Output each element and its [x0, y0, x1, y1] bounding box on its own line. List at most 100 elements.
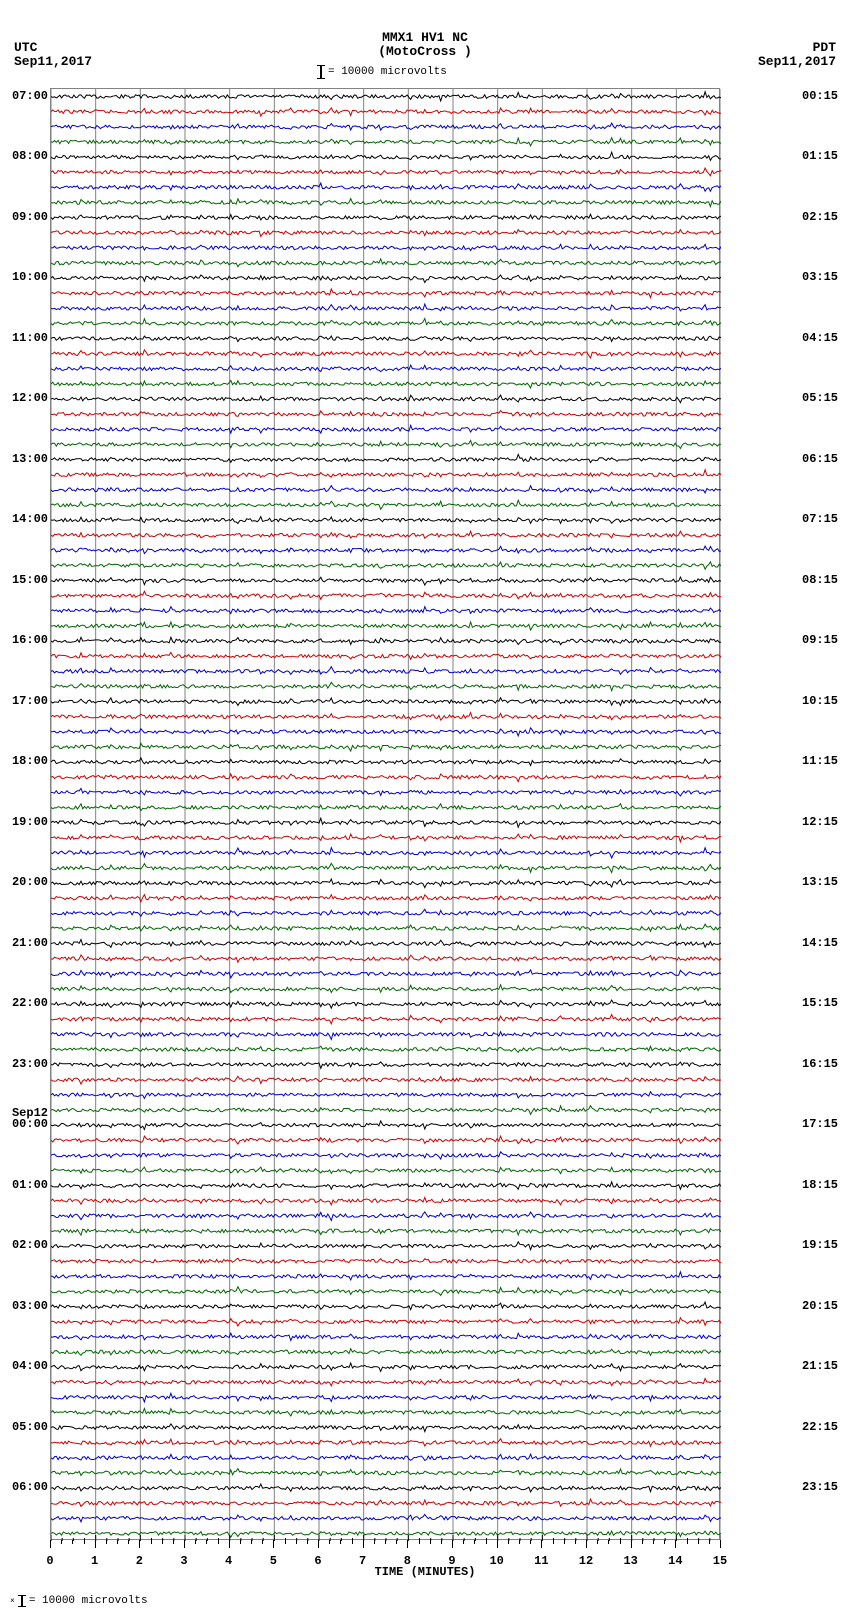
- trace-row: [51, 1531, 721, 1537]
- helicorder-svg: [51, 89, 721, 1541]
- utc-time-label: 18:00: [12, 754, 48, 768]
- trace-row: [51, 1242, 721, 1250]
- pdt-time-label: 03:15: [802, 270, 838, 284]
- trace-row: [51, 863, 721, 872]
- trace-row: [51, 1393, 721, 1402]
- trace-row: [51, 895, 721, 902]
- trace-row: [51, 1408, 721, 1415]
- trace-row: [51, 470, 721, 478]
- trace-row: [51, 728, 721, 736]
- trace-row: [51, 1212, 721, 1221]
- trace-row: [51, 939, 721, 947]
- x-tick: [117, 1540, 118, 1544]
- trace-row: [51, 1258, 721, 1264]
- x-tick: [128, 1540, 129, 1544]
- trace-row: [51, 1182, 721, 1189]
- x-tick: [352, 1540, 353, 1544]
- x-tick: [597, 1540, 598, 1544]
- x-tick: [508, 1540, 509, 1544]
- trace-row: [51, 1062, 721, 1068]
- pdt-time-label: 16:15: [802, 1057, 838, 1071]
- utc-time-label: 02:00: [12, 1238, 48, 1252]
- pdt-time-label: 00:15: [802, 89, 838, 103]
- trace-row: [51, 698, 721, 706]
- footer-scale-text: = 10000 microvolts: [29, 1595, 148, 1607]
- pdt-time-label: 04:15: [802, 331, 838, 345]
- pdt-time-label: 08:15: [802, 573, 838, 587]
- trace-row: [51, 1167, 721, 1174]
- trace-row: [51, 1152, 721, 1159]
- pdt-time-label: 12:15: [802, 815, 838, 829]
- station-subtitle: (MotoCross ): [0, 44, 850, 59]
- x-tick: [50, 1540, 51, 1548]
- utc-time-label: 05:00: [12, 1420, 48, 1434]
- x-tick: [419, 1540, 420, 1544]
- x-tick: [709, 1540, 710, 1544]
- trace-row: [51, 517, 721, 524]
- trace-row: [51, 667, 721, 675]
- trace-row: [51, 380, 721, 388]
- utc-time-label: 12:00: [12, 391, 48, 405]
- trace-row: [51, 1454, 721, 1460]
- pdt-time-label: 10:15: [802, 694, 838, 708]
- station-title: MMX1 HV1 NC: [0, 30, 850, 45]
- utc-time-label: 23:00: [12, 1057, 48, 1071]
- x-tick: [541, 1540, 542, 1548]
- trace-row: [51, 1499, 721, 1506]
- x-tick: [240, 1540, 241, 1544]
- trace-row: [51, 848, 721, 858]
- trace-row: [51, 758, 721, 766]
- trace-row: [51, 1272, 721, 1280]
- utc-time-label: 15:00: [12, 573, 48, 587]
- trace-row: [51, 879, 721, 888]
- x-tick: [519, 1540, 520, 1544]
- utc-time-label: 17:00: [12, 694, 48, 708]
- trace-row: [51, 275, 721, 283]
- pdt-time-label: 01:15: [802, 149, 838, 163]
- trace-row: [51, 411, 721, 417]
- utc-time-label: 20:00: [12, 875, 48, 889]
- x-tick: [385, 1540, 386, 1544]
- x-tick: [430, 1540, 431, 1544]
- pdt-time-label: 18:15: [802, 1178, 838, 1192]
- x-tick: [653, 1540, 654, 1544]
- trace-row: [51, 486, 721, 493]
- x-axis-label: TIME (MINUTES): [0, 1565, 850, 1579]
- trace-row: [51, 546, 721, 554]
- trace-row: [51, 350, 721, 358]
- x-tick: [407, 1540, 408, 1548]
- x-tick: [720, 1540, 721, 1548]
- trace-row: [51, 500, 721, 509]
- x-tick: [664, 1540, 665, 1544]
- x-tick: [61, 1540, 62, 1544]
- pdt-time-label: 15:15: [802, 996, 838, 1010]
- x-tick: [296, 1540, 297, 1544]
- trace-row: [51, 653, 721, 660]
- trace-row: [51, 682, 721, 690]
- utc-time-label: 13:00: [12, 452, 48, 466]
- utc-tz-label: UTC: [14, 40, 37, 55]
- trace-row: [51, 531, 721, 538]
- x-tick: [698, 1540, 699, 1544]
- trace-row: [51, 591, 721, 599]
- pdt-time-label: 09:15: [802, 633, 838, 647]
- x-tick: [151, 1540, 152, 1544]
- utc-time-label: 19:00: [12, 815, 48, 829]
- x-tick: [285, 1540, 286, 1544]
- x-tick: [95, 1540, 96, 1548]
- x-tick: [318, 1540, 319, 1548]
- trace-row: [51, 713, 721, 720]
- utc-time-label: 11:00: [12, 331, 48, 345]
- trace-row: [51, 365, 721, 371]
- trace-row: [51, 108, 721, 116]
- x-tick: [340, 1540, 341, 1544]
- trace-row: [51, 804, 721, 811]
- utc-time-label: 08:00: [12, 149, 48, 163]
- trace-row: [51, 440, 721, 448]
- trace-row: [51, 1121, 721, 1130]
- pdt-time-label: 20:15: [802, 1299, 838, 1313]
- trace-row: [51, 199, 721, 207]
- x-tick: [553, 1540, 554, 1544]
- x-tick: [564, 1540, 565, 1544]
- pdt-time-label: 13:15: [802, 875, 838, 889]
